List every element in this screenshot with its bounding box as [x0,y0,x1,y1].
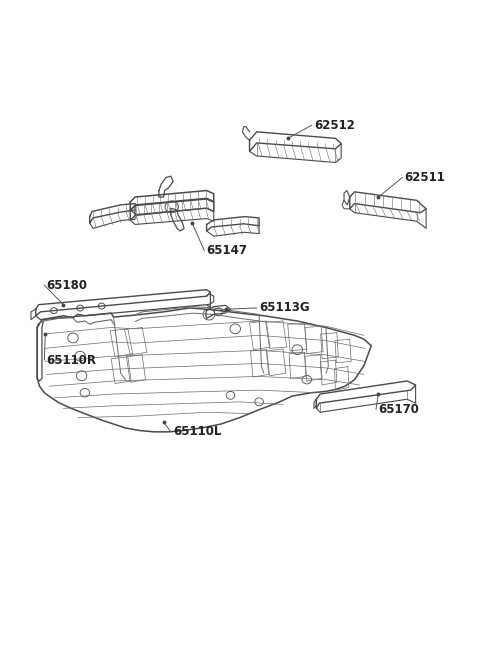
Text: 65113G: 65113G [259,301,310,314]
Text: 62512: 62512 [314,119,355,132]
Text: 65180: 65180 [47,278,88,291]
Text: 65147: 65147 [206,244,248,257]
Text: 62511: 62511 [405,171,445,184]
Text: 65110R: 65110R [47,354,97,367]
Text: 65170: 65170 [378,403,419,415]
Text: 65110L: 65110L [173,425,222,438]
